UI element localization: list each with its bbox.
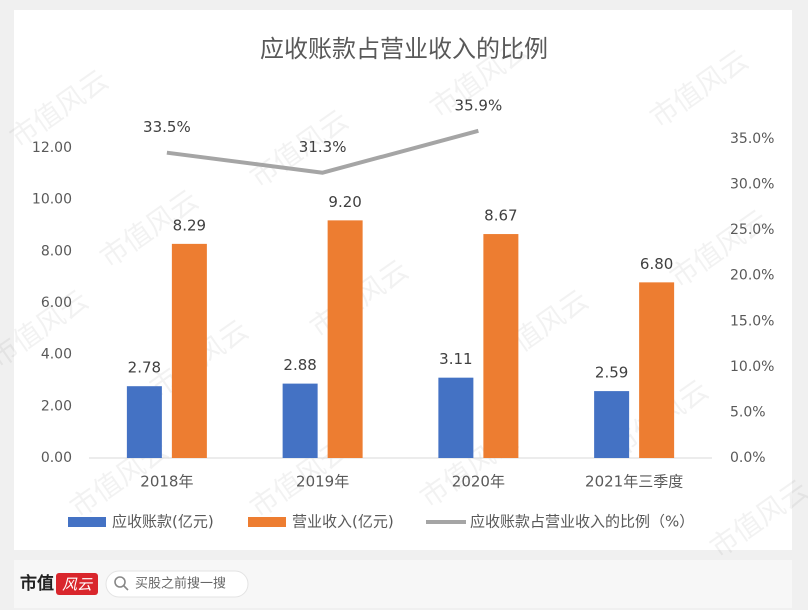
y2-tick-label: 0.0% (730, 450, 766, 466)
y2-tick-label: 25.0% (730, 222, 774, 238)
data-label: 33.5% (143, 118, 191, 136)
data-label: 8.29 (173, 216, 206, 234)
y2-tick-label: 35.0% (730, 131, 774, 147)
chart-card (14, 10, 792, 550)
data-label: 2.59 (595, 364, 628, 382)
y-tick-label: 0.00 (41, 450, 72, 466)
data-label: 6.80 (640, 255, 673, 273)
logo-left: 市值 (20, 573, 54, 594)
search-icon (114, 576, 126, 588)
x-tick-label: 2021年三季度 (585, 473, 683, 491)
bar (438, 377, 474, 458)
legend-label: 应收账款(亿元) (112, 513, 214, 531)
x-tick-label: 2020年 (452, 473, 505, 491)
bar (594, 391, 630, 458)
data-label: 9.20 (328, 193, 361, 211)
y-tick-label: 6.00 (41, 295, 72, 311)
y-tick-label: 8.00 (41, 243, 72, 259)
y2-tick-label: 20.0% (730, 268, 774, 284)
data-label: 35.9% (455, 96, 503, 114)
line (166, 128, 479, 175)
logo-right: 风云 (62, 576, 93, 594)
y2-tick-label: 5.0% (730, 404, 766, 420)
bar (171, 243, 207, 458)
y2-tick-label: 30.0% (730, 177, 774, 193)
data-label: 31.3% (299, 138, 347, 156)
data-label: 3.11 (439, 350, 472, 368)
data-label: 2.78 (128, 359, 161, 377)
bar (327, 220, 363, 458)
y-tick-label: 2.00 (41, 398, 72, 414)
y2-tick-label: 15.0% (730, 313, 774, 329)
chart-title: 应收账款占营业收入的比例 (260, 35, 548, 63)
legend-swatch (248, 517, 286, 527)
legend-label: 营业收入(亿元) (292, 513, 394, 531)
search-placeholder: 买股之前搜一搜 (135, 576, 226, 592)
search-box[interactable] (105, 570, 249, 598)
bar (639, 282, 675, 458)
search-icon-handle (123, 585, 129, 591)
data-label: 8.67 (484, 207, 517, 225)
data-label: 2.88 (283, 356, 316, 374)
bar (126, 386, 162, 458)
y-tick-label: 10.00 (32, 192, 72, 208)
x-tick-label: 2019年 (296, 473, 349, 491)
y-tick-label: 12.00 (32, 140, 72, 156)
y-tick-label: 4.00 (41, 347, 72, 363)
x-tick-label: 2018年 (140, 473, 193, 491)
logo-badge (56, 573, 98, 595)
bar (282, 383, 318, 458)
y2-tick-label: 10.0% (730, 359, 774, 375)
legend-swatch (68, 517, 106, 527)
legend-label: 应收账款占营业收入的比例（%） (470, 513, 694, 531)
bar (483, 234, 519, 458)
